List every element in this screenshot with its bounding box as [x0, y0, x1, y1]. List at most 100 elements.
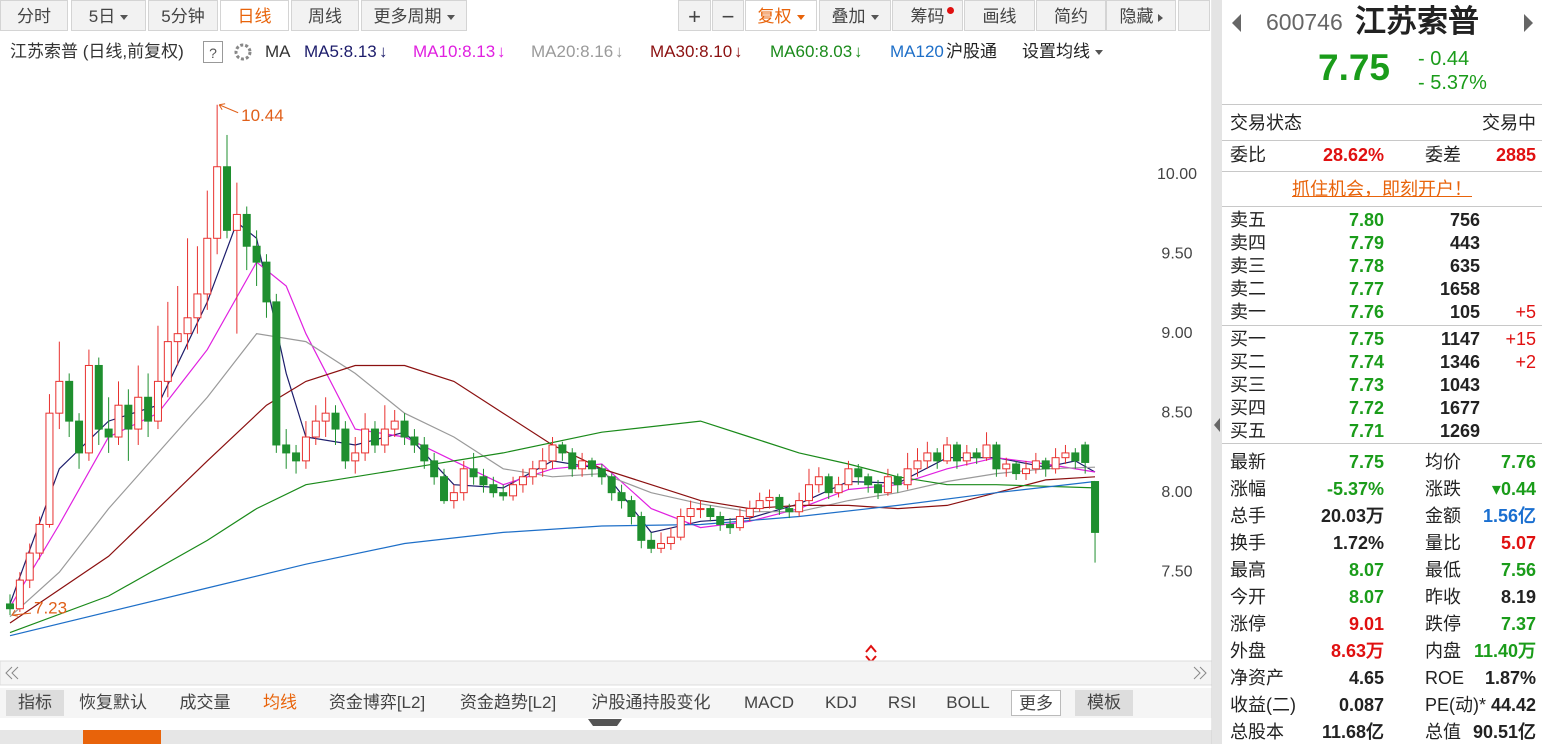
panel-toggle[interactable]: [588, 719, 622, 726]
toolbar-button[interactable]: 筹码: [892, 0, 963, 31]
ma-label: MA: [265, 42, 291, 61]
ma-settings[interactable]: 设置均线: [1022, 41, 1103, 63]
book-volume: 1043: [1439, 375, 1480, 395]
y-tick-label: 10.00: [1157, 166, 1197, 183]
stat-label: 最高: [1230, 560, 1266, 580]
toolbar-button[interactable]: 隐藏: [1106, 0, 1176, 31]
stat-label: 涨停: [1230, 614, 1266, 634]
toolbar-button[interactable]: 5日: [71, 0, 146, 31]
stat-value: 9.01: [1348, 614, 1384, 634]
toolbar-button[interactable]: 分时: [0, 0, 68, 31]
candle-body: [804, 484, 813, 502]
legend-entry: MA120: [890, 42, 944, 61]
stat-value: 7.37: [1500, 614, 1536, 634]
book-price: 7.71: [1348, 421, 1384, 441]
candle-body: [321, 412, 330, 422]
chart: 10.00 9.50 9.00 8.50 8.00 7.50 10.44 7.23: [0, 0, 1212, 744]
candle-body: [578, 460, 587, 470]
indicator-tab[interactable]: 恢复默认: [79, 693, 147, 712]
candle-body: [874, 484, 883, 494]
candle-body: [775, 496, 784, 510]
candle-body: [173, 333, 182, 343]
candle-body: [390, 420, 399, 430]
toolbar-button[interactable]: 画线: [964, 0, 1035, 31]
candle-body: [292, 452, 301, 462]
indicator-tab[interactable]: 成交量: [179, 693, 231, 712]
candle-body: [15, 579, 24, 610]
help-button[interactable]: ?: [203, 41, 223, 63]
indicator-tab[interactable]: 均线: [263, 693, 297, 712]
candle-body: [1051, 457, 1060, 470]
book-level: 买五: [1230, 421, 1266, 441]
scrollbar[interactable]: [0, 660, 1212, 686]
candle-body: [637, 516, 646, 541]
toolbar-button[interactable]: 周线: [291, 0, 359, 31]
candle-body: [282, 444, 291, 454]
stat-label: 外盘: [1230, 641, 1266, 661]
candle-body: [706, 508, 715, 518]
hgt-button[interactable]: 沪股通: [946, 41, 1007, 63]
book-level: 买三: [1230, 375, 1266, 395]
toolbar-button[interactable]: −: [712, 0, 744, 31]
toolbar-button[interactable]: 更多周期: [361, 0, 467, 31]
book-price: 7.78: [1348, 256, 1384, 276]
plot-bg: [0, 64, 1212, 660]
candle-body: [627, 500, 636, 518]
candle-body: [84, 364, 93, 454]
separator: [1222, 325, 1542, 326]
legend-entry: MA60:8.03: [770, 42, 853, 61]
indicator-tab[interactable]: BOLL: [946, 693, 990, 712]
indicator-tab[interactable]: 沪股通持股变化: [591, 693, 711, 712]
candle-body: [814, 476, 823, 486]
candle-body: [1091, 481, 1100, 533]
indicator-tab[interactable]: 指标: [6, 690, 64, 716]
bottom-tab-active[interactable]: [83, 730, 161, 744]
candle-body: [104, 428, 113, 438]
stat-label: 净资产: [1230, 668, 1284, 688]
toolbar-button[interactable]: 叠加: [819, 0, 891, 31]
promo-link[interactable]: 抓住机会，即刻开户！: [1292, 179, 1472, 199]
expand-button[interactable]: [1178, 0, 1210, 31]
candle-body: [696, 508, 705, 511]
stat-value: 1.72%: [1332, 533, 1384, 553]
toolbar-button[interactable]: 日线: [220, 0, 289, 31]
stat-value: 8.07: [1348, 560, 1384, 580]
prev-stock[interactable]: [1232, 14, 1241, 32]
candle-body: [538, 460, 547, 470]
wb: 28.62%: [1322, 145, 1384, 165]
change: - 0.44: [1418, 48, 1470, 70]
stat-label: 量比: [1425, 533, 1461, 553]
indicator-tab[interactable]: 模板: [1075, 690, 1133, 716]
book-price: 7.80: [1348, 210, 1384, 230]
wc: 2885: [1495, 145, 1536, 165]
candle-body: [883, 476, 892, 494]
stat-value: 8.07: [1348, 587, 1384, 607]
toolbar-button[interactable]: 复权: [745, 0, 817, 31]
ma-line: [9, 221, 1096, 605]
indicator-tab[interactable]: MACD: [743, 693, 795, 712]
candle-body: [232, 213, 241, 231]
toolbar-button[interactable]: +: [678, 0, 711, 31]
stat-value: 5.07: [1500, 533, 1536, 553]
next-stock[interactable]: [1524, 14, 1533, 32]
indicator-tab[interactable]: 资金趋势[L2]: [459, 693, 557, 712]
indicator-tab[interactable]: RSI: [887, 693, 917, 712]
candle-body: [479, 476, 488, 486]
candle-body: [380, 428, 389, 446]
indicator-tab[interactable]: KDJ: [824, 693, 858, 712]
candle-body: [568, 452, 577, 470]
indicator-tab[interactable]: 资金博弈[L2]: [328, 693, 426, 712]
indicator-tab[interactable]: 更多: [1011, 690, 1061, 716]
book-volume: 756: [1449, 210, 1480, 230]
scroll-arrows[interactable]: [5, 666, 1207, 680]
toolbar-button[interactable]: 简约: [1036, 0, 1106, 31]
candle-body: [420, 444, 429, 462]
candle-body: [242, 213, 251, 247]
candle-body: [893, 476, 902, 486]
candle-body: [834, 484, 843, 494]
candle-body: [35, 523, 44, 554]
collapse-arrow[interactable]: [1214, 418, 1220, 432]
toolbar-button[interactable]: 5分钟: [148, 0, 218, 31]
stat-label: 总值: [1425, 722, 1461, 742]
book-volume: 443: [1449, 233, 1480, 253]
